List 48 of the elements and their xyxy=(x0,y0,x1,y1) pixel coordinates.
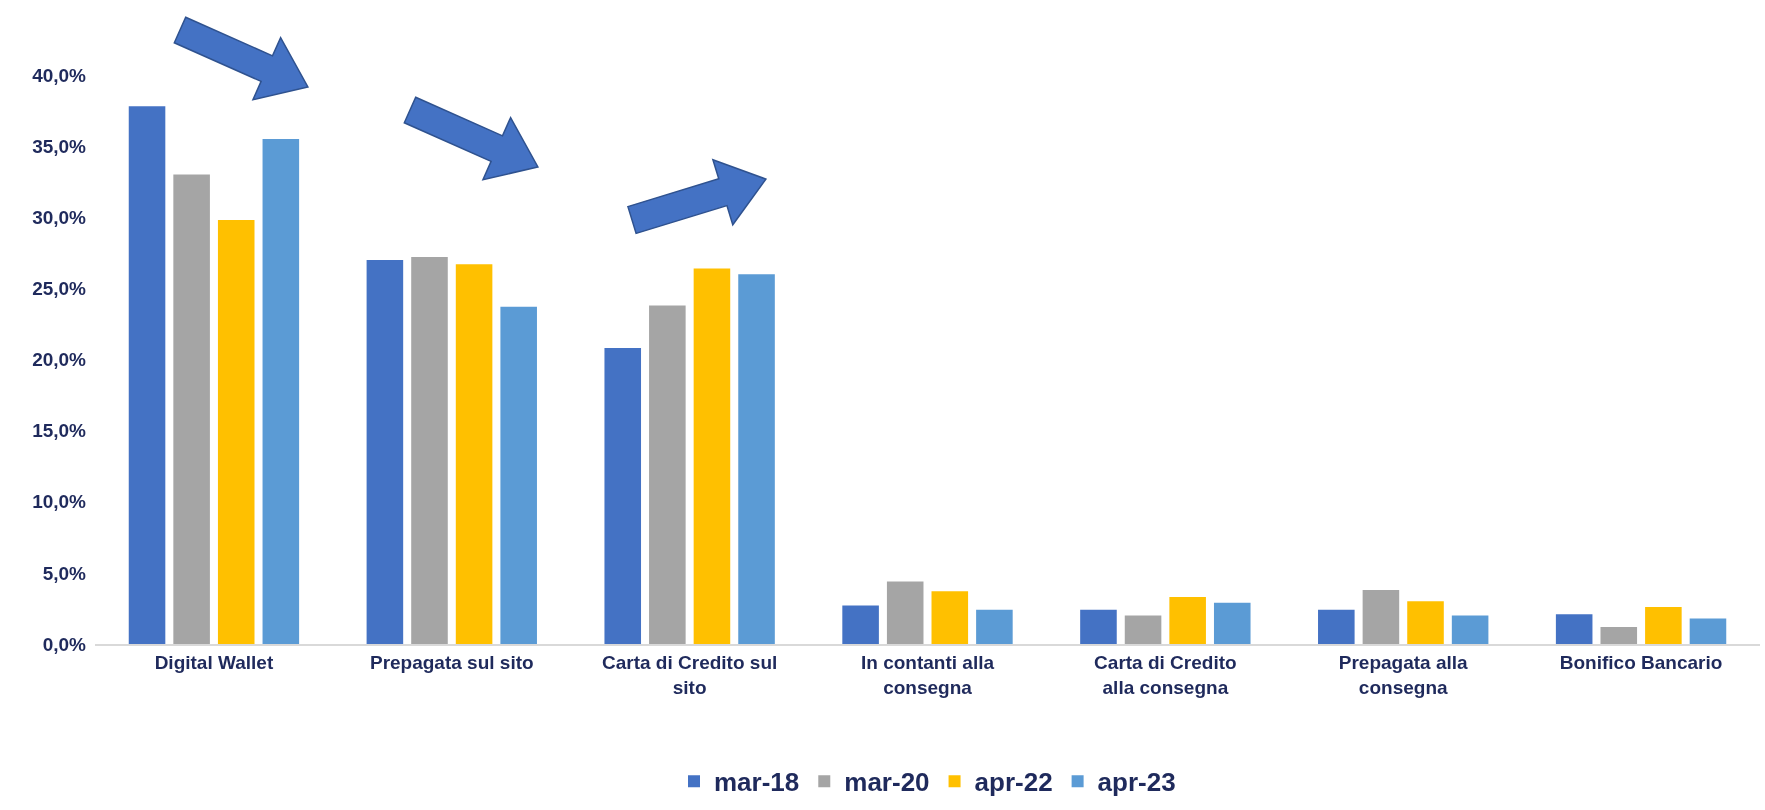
bar xyxy=(1080,609,1117,644)
x-tick-label: In contanti alla consegna xyxy=(860,651,995,698)
bar xyxy=(1600,626,1638,644)
bar xyxy=(649,305,686,644)
bar xyxy=(693,268,731,644)
legend-label: mar-18 xyxy=(714,767,800,798)
x-tick-label: Carta di Credito sul sito xyxy=(602,651,778,698)
bar xyxy=(931,591,969,644)
legend-label: mar-20 xyxy=(844,767,930,798)
y-tick-label: 0,0% xyxy=(42,633,87,655)
bar xyxy=(262,139,300,644)
x-tick-label: Prepagata sul sito xyxy=(369,651,534,673)
y-tick-label: 5,0% xyxy=(42,562,87,584)
y-tick-label: 35,0% xyxy=(32,135,87,157)
y-tick-label: 15,0% xyxy=(32,420,87,442)
bar xyxy=(411,257,448,644)
bar xyxy=(366,259,404,644)
y-tick-label: 10,0% xyxy=(32,491,87,513)
bar xyxy=(217,220,255,644)
bar xyxy=(1645,607,1682,644)
y-tick-label: 25,0% xyxy=(32,278,87,300)
bar xyxy=(976,609,1013,644)
bar xyxy=(738,274,775,644)
bar xyxy=(1555,614,1593,644)
bar xyxy=(1124,615,1162,644)
bar xyxy=(1451,615,1489,644)
legend-label: apr-23 xyxy=(1097,767,1176,798)
y-tick-label: 20,0% xyxy=(32,349,87,371)
x-tick-label: Digital Wallet xyxy=(154,651,274,673)
x-tick-label: Bonifico Bancario xyxy=(1559,651,1723,673)
bar xyxy=(842,605,879,644)
legend-label: apr-22 xyxy=(974,767,1053,798)
bar xyxy=(1362,589,1400,644)
bar xyxy=(455,264,493,644)
bar xyxy=(128,106,166,644)
bar xyxy=(1213,602,1251,644)
bar xyxy=(173,174,210,644)
x-tick-label: Carta di Credito alla consegna xyxy=(1094,651,1237,698)
bar xyxy=(1318,609,1355,644)
bar xyxy=(604,348,642,644)
x-tick-label: Prepagata alla consegna xyxy=(1338,651,1469,698)
y-tick-label: 40,0% xyxy=(32,64,87,86)
bar xyxy=(1689,618,1727,644)
bar xyxy=(886,581,924,644)
bar xyxy=(500,306,537,644)
bar xyxy=(1407,601,1444,644)
bar xyxy=(1169,597,1206,644)
y-tick-label: 30,0% xyxy=(32,206,87,228)
